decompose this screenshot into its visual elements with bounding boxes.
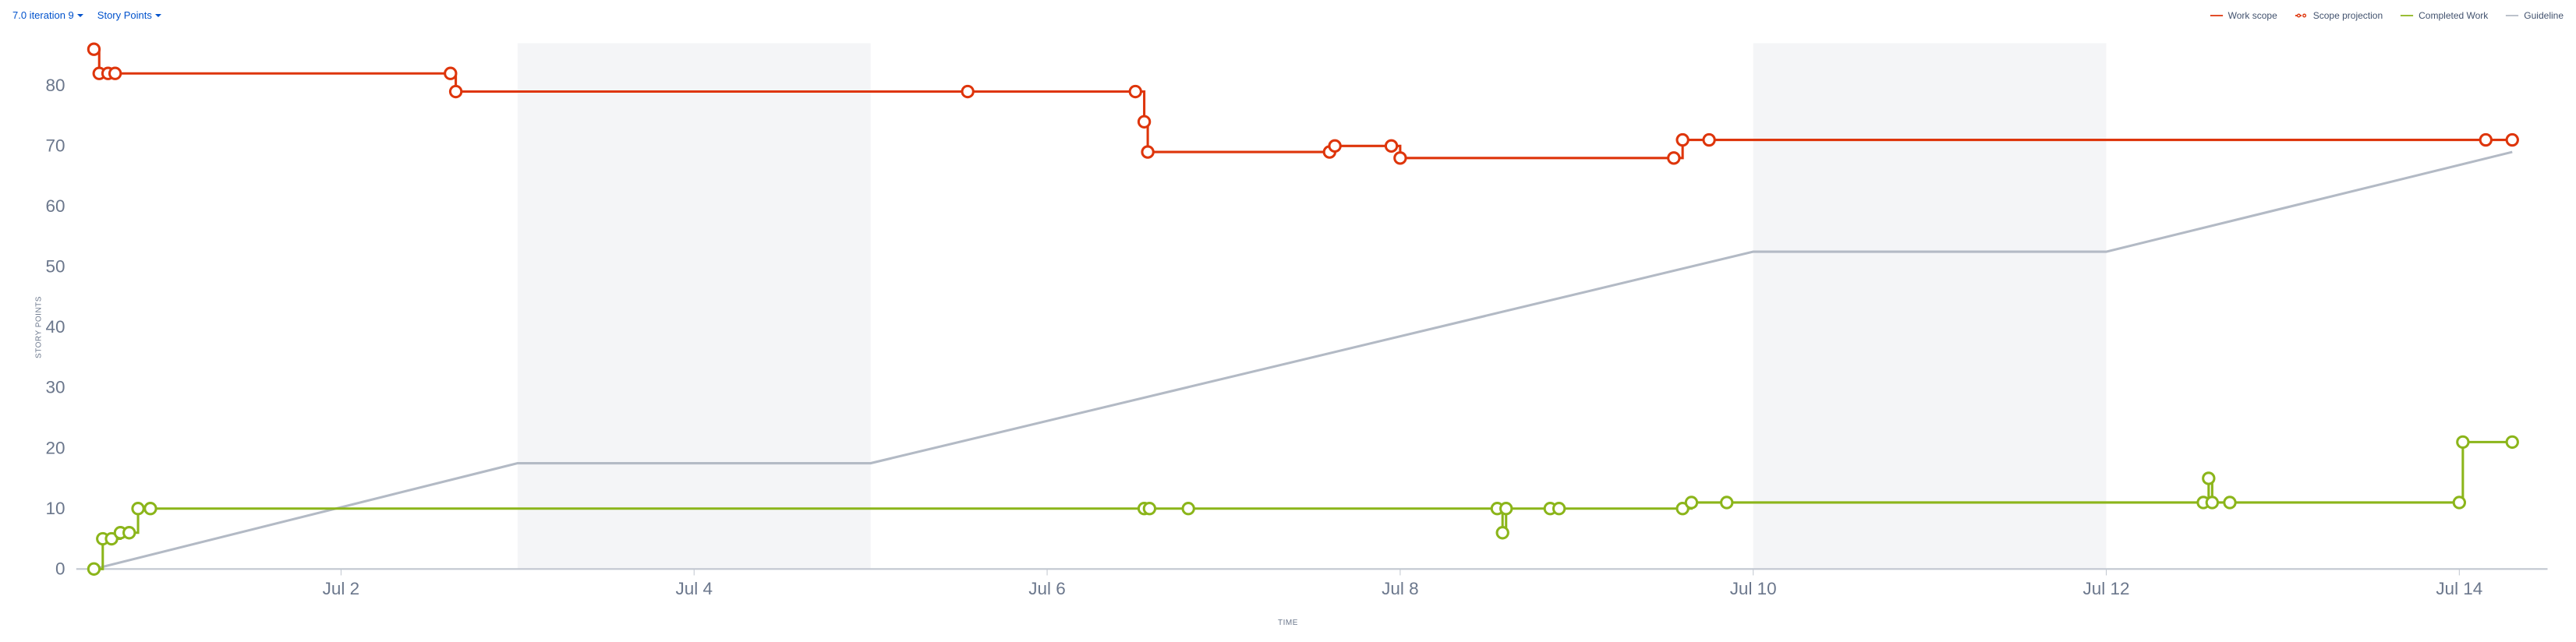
burnup-chart: STORY POINTS 0 10 20 30 40 50 60 70 80 Jul 2 Jul 4… [12, 27, 2564, 627]
legend-swatch [2505, 11, 2519, 20]
work-scope-marker [450, 86, 461, 97]
completed-work-marker [1686, 497, 1697, 508]
metric-dropdown[interactable]: Story Points [97, 9, 161, 21]
work-scope-marker [1142, 146, 1153, 157]
completed-work-marker [145, 503, 156, 514]
y-tick-label: 80 [45, 76, 65, 95]
work-scope-marker [2507, 134, 2518, 145]
work-scope-marker [445, 68, 456, 79]
work-scope-marker [962, 86, 973, 97]
chart-svg: 0 10 20 30 40 50 60 70 80 Jul 2 Jul 4 Jul 6 Jul 8 Jul… [12, 27, 2564, 617]
completed-work-marker [1144, 503, 1155, 514]
y-tick-label: 50 [45, 257, 65, 277]
completed-work-marker [2457, 436, 2468, 447]
work-scope-marker [1138, 116, 1149, 127]
series-work-scope [94, 49, 2512, 158]
completed-work-marker [2454, 497, 2465, 508]
completed-work-marker [133, 503, 143, 514]
completed-work-marker [1553, 503, 1564, 514]
y-tick-label: 10 [45, 499, 65, 518]
x-tick-label: Jul 12 [2083, 579, 2130, 598]
series-completed-work [94, 442, 2512, 569]
work-scope-marker [2480, 134, 2491, 145]
chevron-down-icon [77, 14, 83, 17]
x-axis-title: TIME [12, 619, 2564, 627]
y-tick-label: 30 [45, 378, 65, 397]
completed-work-marker [2224, 497, 2235, 508]
legend-label: Completed Work [2419, 10, 2488, 21]
series-guideline [94, 152, 2512, 569]
work-scope-marker [1395, 153, 1406, 164]
sprint-dropdown[interactable]: 7.0 iteration 9 [12, 9, 83, 21]
chevron-down-icon [155, 14, 161, 17]
completed-work-marker [88, 563, 99, 574]
y-axis-title: STORY POINTS [34, 296, 43, 358]
completed-work-marker [1497, 527, 1508, 538]
sprint-dropdown-label: 7.0 iteration 9 [12, 9, 74, 21]
work-scope-marker [88, 44, 99, 55]
weekend-band [1753, 43, 2107, 569]
legend-label: Guideline [2524, 10, 2564, 21]
legend-swatch [2295, 11, 2309, 20]
work-scope-marker [1130, 86, 1141, 97]
weekend-band [518, 43, 871, 569]
legend-item: Completed Work [2400, 10, 2488, 21]
x-tick-label: Jul 10 [1730, 579, 1777, 598]
completed-work-marker [1501, 503, 1512, 514]
work-scope-marker [109, 68, 120, 79]
completed-work-marker [124, 527, 135, 538]
x-tick-label: Jul 4 [675, 579, 713, 598]
completed-work-marker [2206, 497, 2217, 508]
legend-swatch [2400, 11, 2414, 20]
x-tick-label: Jul 6 [1028, 579, 1066, 598]
chart-top-bar: 7.0 iteration 9 Story Points Work scope S… [12, 9, 2564, 21]
y-tick-label: 0 [55, 559, 65, 578]
y-tick-label: 40 [45, 317, 65, 337]
y-tick-label: 60 [45, 196, 65, 216]
legend-label: Scope projection [2313, 10, 2383, 21]
metric-dropdown-label: Story Points [97, 9, 152, 21]
legend-item: Scope projection [2295, 10, 2383, 21]
x-tick-label: Jul 8 [1382, 579, 1419, 598]
chart-controls: 7.0 iteration 9 Story Points [12, 9, 161, 21]
legend-item: Work scope [2210, 10, 2277, 21]
completed-work-marker [2507, 436, 2518, 447]
completed-work-marker [2203, 473, 2214, 484]
work-scope-marker [1704, 134, 1714, 145]
work-scope-marker [1668, 153, 1679, 164]
legend-item: Guideline [2505, 10, 2564, 21]
chart-legend: Work scope Scope projection Completed Work… [2210, 10, 2564, 21]
legend-swatch [2210, 11, 2224, 20]
x-tick-label: Jul 14 [2436, 579, 2482, 598]
work-scope-marker [1385, 140, 1396, 151]
legend-label: Work scope [2228, 10, 2277, 21]
work-scope-marker [1677, 134, 1688, 145]
completed-work-marker [1183, 503, 1194, 514]
completed-work-marker [1721, 497, 1732, 508]
work-scope-marker [1329, 140, 1340, 151]
y-tick-label: 20 [45, 438, 65, 457]
y-tick-label: 70 [45, 136, 65, 155]
x-tick-label: Jul 2 [323, 579, 360, 598]
